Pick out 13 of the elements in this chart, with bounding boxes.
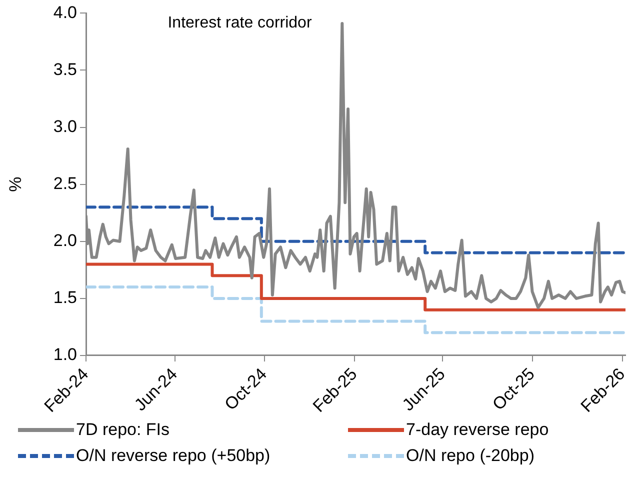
legend-label: O/N repo (-20bp): [406, 446, 534, 466]
y-tick-label: 2.0: [53, 231, 77, 250]
y-tick-label: 3.0: [53, 116, 77, 136]
y-tick-label: 1.0: [53, 345, 77, 364]
legend-label: 7D repo: FIs: [76, 420, 170, 440]
y-tick-label: 4.0: [53, 2, 77, 22]
y-tick-label: 2.5: [53, 174, 77, 194]
y-tick-label: 3.5: [53, 60, 77, 79]
legend-label: O/N reverse repo (+50bp): [76, 446, 270, 466]
y-axis-title: %: [6, 176, 25, 192]
chart-title: Interest rate corridor: [168, 14, 312, 32]
legend-label: 7-day reverse repo: [406, 420, 549, 440]
y-tick-label: 1.5: [53, 288, 77, 308]
